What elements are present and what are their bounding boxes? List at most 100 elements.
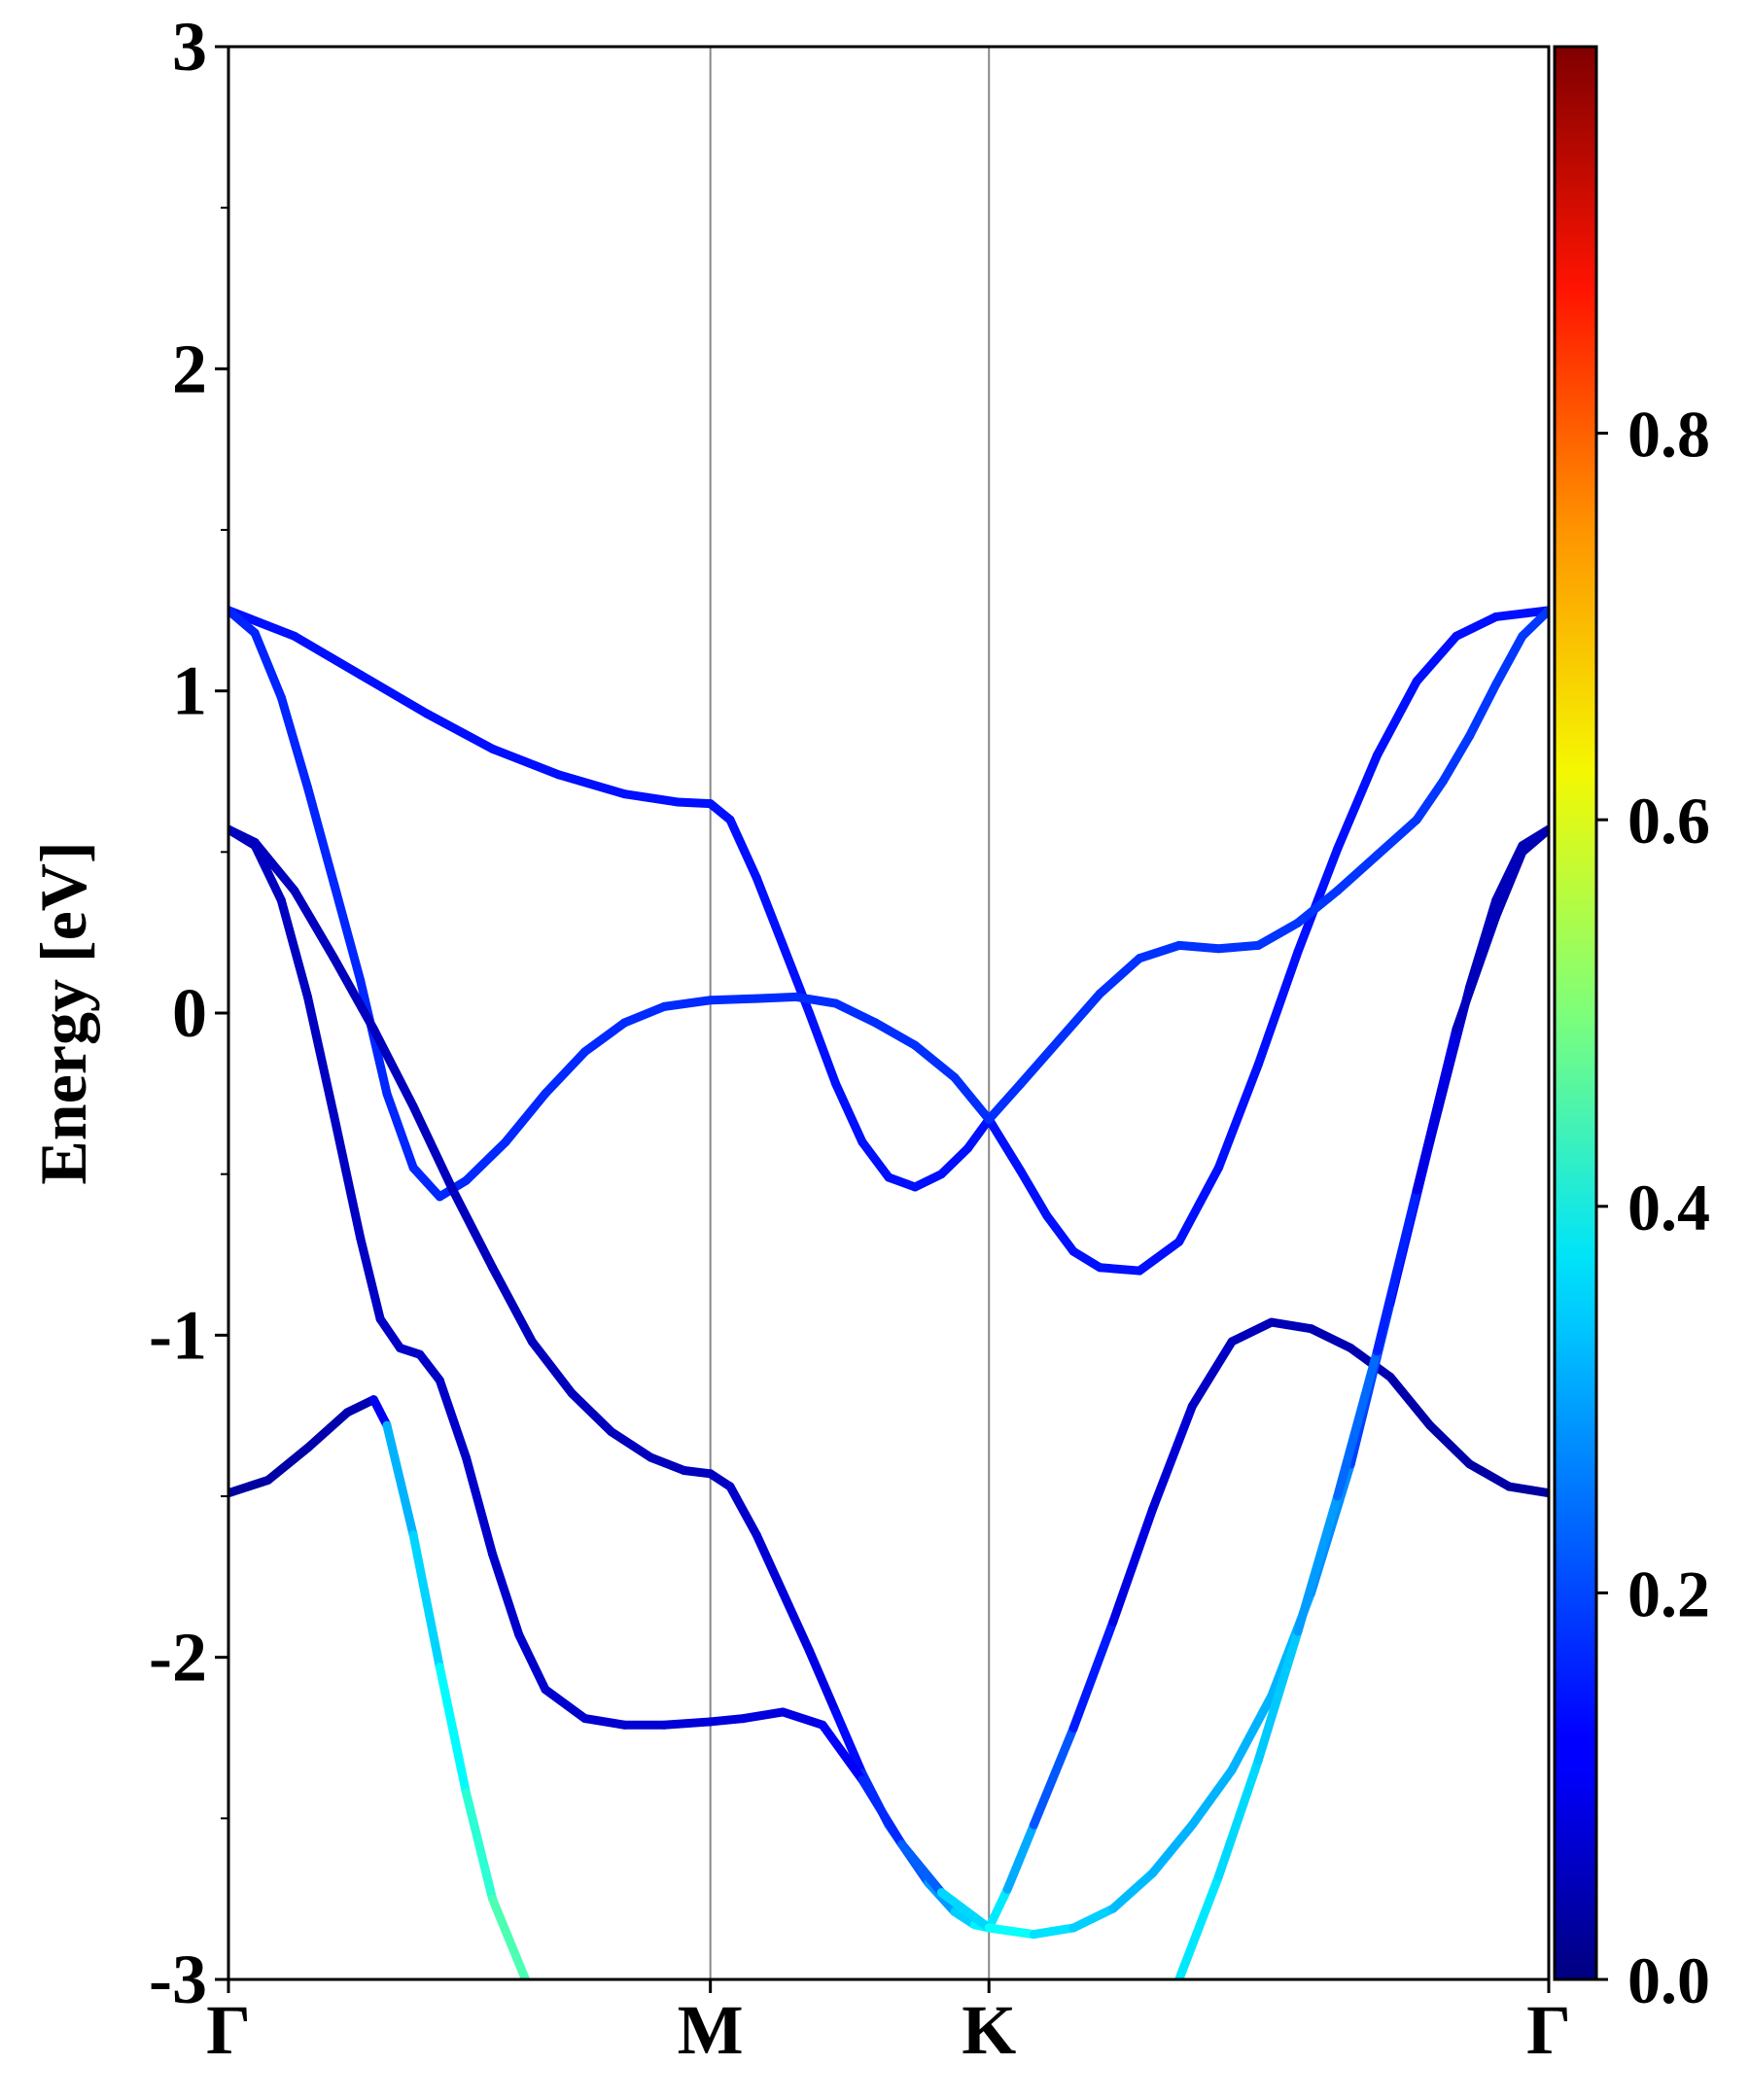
band-segment: [805, 1646, 841, 1717]
band-segment: [936, 1888, 994, 1933]
band-segment: [1491, 606, 1549, 621]
colorbar-tick-label: 0.0: [1628, 1943, 1710, 2017]
band-segment: [791, 992, 841, 1008]
colorbar-tick-label: 0.8: [1628, 398, 1710, 472]
x-tick-label: Γ: [1526, 1991, 1571, 2069]
band-segment: [382, 1089, 418, 1172]
band-segment: [1068, 1617, 1118, 1733]
band-segment: [580, 1714, 629, 1730]
band-4: [228, 824, 1549, 1940]
band-segment: [302, 1408, 352, 1452]
band-segment: [422, 709, 498, 753]
colorbar-ticks: 0.0 0.2 0.4 0.6 0.8: [1596, 398, 1710, 2017]
band-segment: [1267, 1317, 1316, 1334]
band-segment: [984, 1884, 1012, 1933]
band-segment: [567, 1388, 616, 1437]
band-segment: [778, 1588, 815, 1656]
band-segment: [831, 998, 880, 1028]
y-tick-label: 0: [172, 974, 207, 1052]
band-segment: [1372, 1185, 1421, 1356]
band-segment: [984, 1923, 1038, 1940]
band-segment: [1068, 1246, 1104, 1273]
band-segment: [408, 1163, 444, 1202]
y-tick-label: -1: [149, 1296, 207, 1374]
band-segment: [619, 1001, 669, 1028]
band-segment: [330, 879, 366, 986]
band-segment: [1412, 631, 1461, 686]
band-segment: [1491, 631, 1527, 689]
band-segment: [342, 1395, 378, 1418]
band-segment: [1333, 1347, 1382, 1501]
band-5: [228, 1395, 531, 1979]
band-segment: [1002, 1820, 1038, 1894]
band-segment: [1056, 989, 1104, 1044]
band-segment: [461, 1138, 510, 1185]
band-segment: [752, 1530, 788, 1597]
band-segment: [554, 770, 629, 799]
band-segment: [461, 1788, 498, 1904]
band-segment: [501, 1089, 550, 1147]
band-segment: [408, 1530, 444, 1672]
y-axis-title: Energy [eV]: [26, 841, 100, 1184]
band-segment: [739, 1707, 788, 1724]
colorbar: [1553, 45, 1598, 1981]
band-segment: [488, 1263, 537, 1347]
band-segment: [858, 1775, 907, 1849]
band-segment: [984, 1079, 1026, 1124]
band-segment: [950, 1072, 994, 1124]
y-tick-label: -2: [149, 1619, 207, 1697]
x-tick-label: Γ: [206, 1991, 251, 2069]
band-segment: [375, 1314, 405, 1353]
band-segment: [435, 1376, 471, 1462]
band-segment: [706, 994, 761, 1005]
band-segment: [527, 1337, 577, 1398]
band-segment: [984, 1114, 1026, 1175]
band-segment: [1253, 1627, 1303, 1766]
band-segment: [831, 1079, 867, 1147]
band-segment: [408, 1102, 458, 1195]
band-segment: [250, 841, 286, 905]
band-segment: [1148, 1401, 1197, 1514]
band-segment: [1148, 1820, 1197, 1878]
band-lines: [228, 606, 1549, 1979]
band-segment: [619, 789, 682, 807]
band-segment: [541, 1047, 590, 1099]
y-axis-ticks: 3 2 1 0 -1 -2 -3: [149, 8, 228, 2018]
band-6: [1174, 824, 1549, 1979]
band-segment: [1095, 1263, 1144, 1276]
band-segment: [382, 1420, 418, 1540]
band-segment: [1029, 1923, 1078, 1940]
band-segment: [1307, 1324, 1355, 1353]
band-segment: [884, 1172, 920, 1192]
band-segment: [356, 1234, 385, 1324]
band-segment: [1253, 947, 1303, 1069]
band-segment: [1135, 1237, 1184, 1276]
band-segment: [302, 992, 339, 1121]
band-2: [228, 606, 1549, 1202]
band-segment: [1214, 940, 1263, 954]
band-segment: [647, 1452, 689, 1475]
band-segment: [1227, 1317, 1277, 1347]
band-segment: [910, 1040, 960, 1082]
band-segment: [541, 1685, 590, 1724]
band-segment: [488, 1894, 531, 1979]
band-segment: [1465, 1459, 1514, 1491]
band-segment: [488, 744, 563, 780]
band-segment: [752, 873, 788, 950]
band-segment: [778, 940, 815, 1018]
band-segment: [1174, 1163, 1223, 1246]
band-segment: [752, 992, 801, 1003]
band-segment: [290, 631, 366, 680]
band-segment: [1452, 612, 1501, 641]
band-segment: [1108, 1504, 1158, 1627]
band-segment: [1095, 954, 1144, 998]
band-segment: [276, 895, 312, 1001]
band-segment: [1187, 1766, 1237, 1830]
band-segment: [725, 815, 761, 883]
band-3: [228, 824, 1549, 1933]
band-segment: [1425, 1420, 1475, 1469]
band-segment: [488, 1550, 524, 1639]
band-1: [228, 606, 1549, 1276]
band-segment: [673, 797, 716, 809]
band-segment: [228, 606, 260, 638]
